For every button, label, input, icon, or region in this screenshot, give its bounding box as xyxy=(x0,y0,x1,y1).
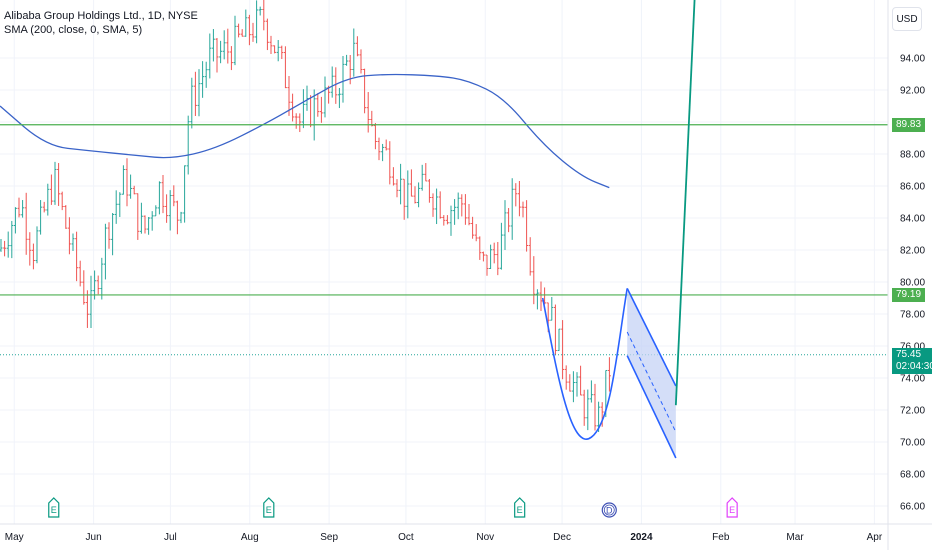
time-tick-label: Aug xyxy=(241,532,259,543)
time-tick-label: 2024 xyxy=(630,532,653,543)
legend: Alibaba Group Holdings Ltd., 1D, NYSE SM… xyxy=(4,9,198,37)
time-tick-label: May xyxy=(5,532,24,543)
price-tick-label: 78.00 xyxy=(900,310,925,321)
price-tick-label: 82.00 xyxy=(900,246,925,257)
time-tick-label: Nov xyxy=(476,532,494,543)
last-price-tag: 75.45 02:04:30 xyxy=(892,347,932,374)
time-tick-label: Mar xyxy=(786,532,804,543)
earnings-marker-shape xyxy=(48,497,60,518)
time-tick-label: Dec xyxy=(553,532,571,543)
dividend-marker-inner xyxy=(603,504,615,516)
earnings-marker-letter: E xyxy=(51,505,57,515)
symbol-title[interactable]: Alibaba Group Holdings Ltd., 1D, NYSE xyxy=(4,10,198,22)
channel-mid-line xyxy=(626,331,677,433)
channel-top-line xyxy=(626,288,677,387)
level-price-tag-upper: 89.83 xyxy=(892,117,926,132)
last-price-value: 75.45 xyxy=(896,348,922,360)
sma-200-line xyxy=(0,73,610,189)
earnings-marker-letter: E xyxy=(517,505,523,515)
bar-countdown: 02:04:30 xyxy=(896,360,932,372)
cup-arc-line xyxy=(541,288,628,440)
sma-indicator-label[interactable]: SMA (200, close, 0, SMA, 5) xyxy=(4,24,143,36)
price-tick-label: 92.00 xyxy=(900,86,925,97)
price-tick-label: 86.00 xyxy=(900,182,925,193)
time-tick-label: Feb xyxy=(712,532,730,543)
dividend-marker-letter: D xyxy=(606,506,613,516)
price-tick-label: 70.00 xyxy=(900,438,925,449)
level-price-tag-lower: 79.19 xyxy=(892,287,926,302)
price-tick-label: 88.00 xyxy=(900,150,925,161)
price-tick-label: 74.00 xyxy=(900,374,925,385)
projection-drawing[interactable] xyxy=(541,0,697,459)
dividend-icon[interactable]: D xyxy=(601,502,617,518)
price-tick-label: 66.00 xyxy=(900,502,925,513)
price-tick-label: 84.00 xyxy=(900,214,925,225)
earnings-marker-letter: E xyxy=(266,505,272,515)
channel-fill xyxy=(627,288,676,458)
earnings-marker-shape xyxy=(263,497,275,518)
earnings-marker-letter: E xyxy=(729,505,735,515)
price-tick-label: 80.00 xyxy=(900,278,925,289)
time-tick-label: Apr xyxy=(867,532,883,543)
earnings-future-icon[interactable]: E xyxy=(726,497,738,518)
earnings-marker-shape xyxy=(514,497,526,518)
target-breakout-line xyxy=(674,0,696,406)
earnings-icon[interactable]: E xyxy=(263,497,275,518)
currency-button[interactable]: USD xyxy=(892,7,922,31)
time-tick-label: Sep xyxy=(320,532,338,543)
chart-grid xyxy=(0,0,888,524)
channel-bottom-line xyxy=(626,355,677,459)
earnings-icon[interactable]: E xyxy=(514,497,526,518)
earnings-marker-shape xyxy=(726,497,738,518)
price-tick-label: 68.00 xyxy=(900,470,925,481)
price-tick-label: 72.00 xyxy=(900,406,925,417)
earnings-icon[interactable]: E xyxy=(48,497,60,518)
time-tick-label: Jul xyxy=(164,532,177,543)
horizontal-levels[interactable] xyxy=(0,124,888,356)
price-tick-label: 94.00 xyxy=(900,54,925,65)
sma-line xyxy=(0,73,610,189)
time-tick-label: Jun xyxy=(86,532,102,543)
time-tick-label: Oct xyxy=(398,532,414,543)
candle-series xyxy=(0,0,611,433)
price-tick-label: 76.00 xyxy=(900,342,925,353)
